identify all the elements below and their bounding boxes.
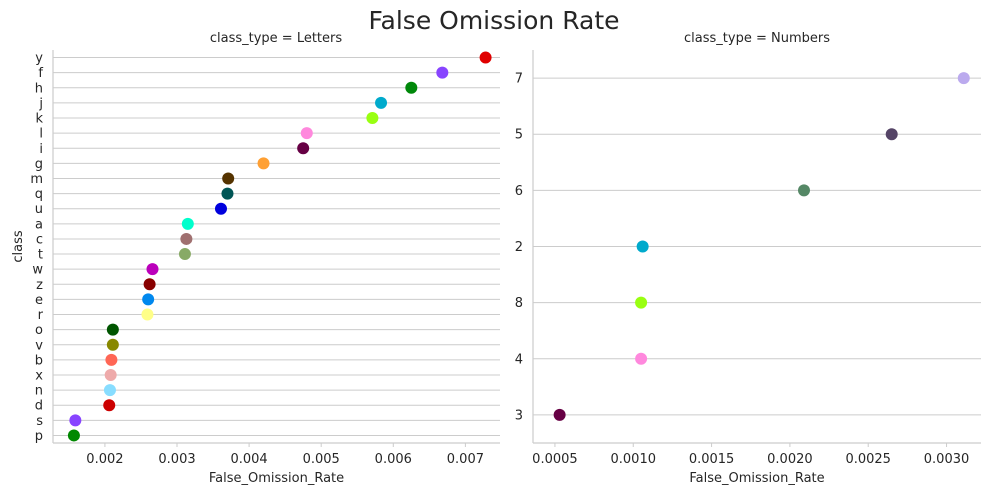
y-tick-label: x [35, 368, 43, 383]
data-point-e [142, 293, 155, 306]
x-tick-label: 0.003 [158, 452, 195, 467]
data-point-7 [957, 72, 970, 85]
data-point-4 [635, 352, 648, 365]
y-axis-label: class [11, 230, 26, 262]
data-point-z [143, 278, 156, 291]
y-tick-label: b [35, 353, 43, 368]
data-point-x [104, 368, 117, 381]
y-tick-label: z [36, 278, 43, 293]
y-tick-label: j [38, 96, 43, 111]
data-point-y [479, 51, 492, 64]
figure-title: False Omission Rate [368, 6, 619, 35]
y-tick-label: 5 [515, 128, 523, 143]
data-point-t [178, 248, 191, 261]
y-tick-label: i [39, 142, 43, 157]
data-point-g [257, 157, 270, 170]
data-point-j [375, 96, 388, 109]
x-tick-label: 0.002 [86, 452, 123, 467]
data-point-n [103, 384, 116, 397]
panel-1: class_type = Letters yfhjkligmquactwzerov… [11, 31, 500, 486]
y-tick-label: w [32, 263, 43, 278]
x-tick-label: 0.0020 [767, 452, 813, 467]
x-tick-label: 0.0030 [924, 452, 970, 467]
data-point-s [69, 414, 82, 427]
data-point-u [214, 202, 227, 215]
x-tick-label: 0.005 [303, 452, 340, 467]
data-point-q [221, 187, 234, 200]
data-point-k [366, 112, 379, 125]
y-tick-label: d [35, 399, 43, 414]
x-axis-label: False_Omission_Rate [209, 471, 344, 486]
y-tick-label: p [35, 429, 43, 444]
x-tick-label: 0.0010 [611, 452, 657, 467]
y-tick-label: n [35, 384, 43, 399]
data-point-2 [636, 240, 649, 253]
data-point-m [222, 172, 235, 185]
data-point-p [67, 429, 80, 442]
data-point-c [180, 232, 193, 245]
panel-2: class_type = Numbers 7 5 6 2 8 4 3 0.0005 0.0010 0… [515, 31, 981, 486]
y-tick-label: 2 [515, 240, 523, 255]
y-tick-label: g [35, 157, 43, 172]
y-tick-label: 6 [515, 184, 523, 199]
x-tick-label: 0.007 [447, 452, 484, 467]
y-tick-label: 4 [515, 352, 523, 367]
panel-title: class_type = Numbers [684, 31, 830, 46]
data-point-i [297, 142, 310, 155]
data-point-a [181, 217, 194, 230]
y-tick-label: 3 [515, 408, 523, 423]
data-point-8 [635, 296, 648, 309]
data-point-o [106, 323, 119, 336]
y-tick-label: e [35, 293, 43, 308]
y-tick-label: v [35, 338, 43, 353]
y-tick-label: r [38, 308, 44, 323]
x-tick-label: 0.004 [230, 452, 267, 467]
data-point-h [405, 81, 418, 94]
y-tick-label: s [36, 414, 43, 429]
y-tick-label: o [35, 323, 43, 338]
x-tick-label: 0.0015 [689, 452, 735, 467]
data-point-d [103, 399, 116, 412]
y-tick-label: 8 [515, 296, 523, 311]
y-tick-label: l [39, 127, 43, 142]
y-tick-label: k [35, 112, 43, 127]
x-tick-label: 0.006 [375, 452, 412, 467]
y-tick-label: y [35, 51, 43, 66]
x-tick-label: 0.0025 [845, 452, 891, 467]
y-tick-label: c [36, 232, 43, 247]
y-tick-label: u [35, 202, 43, 217]
data-point-6 [797, 184, 810, 197]
data-point-w [146, 263, 159, 276]
y-tick-label: t [38, 248, 43, 263]
y-tick-label: a [35, 217, 43, 232]
y-tick-label: q [35, 187, 43, 202]
y-tick-label: h [35, 81, 43, 96]
data-point-3 [553, 408, 566, 421]
data-point-l [300, 127, 313, 140]
y-tick-label: 7 [515, 72, 523, 87]
data-point-f [436, 66, 449, 79]
data-point-5 [885, 128, 898, 141]
y-tick-label: m [30, 172, 43, 187]
x-tick-label: 0.0005 [532, 452, 578, 467]
data-point-v [106, 338, 119, 351]
data-point-b [105, 353, 118, 366]
data-point-r [141, 308, 154, 321]
panel-title: class_type = Letters [210, 31, 343, 46]
x-axis-label: False_Omission_Rate [689, 471, 824, 486]
y-tick-label: f [38, 66, 43, 81]
